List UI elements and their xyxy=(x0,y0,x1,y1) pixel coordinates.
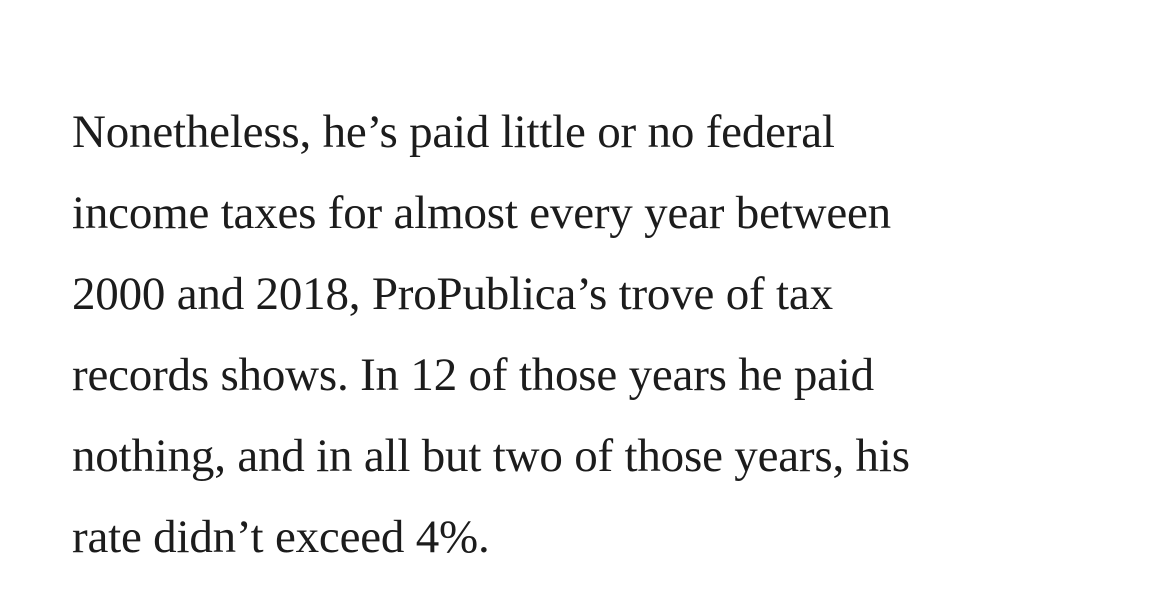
paragraph-line: 2000 and 2018, ProPublica’s trove of tax xyxy=(72,268,833,320)
paragraph-line: Nonetheless, he’s paid little or no fede… xyxy=(72,106,835,158)
paragraph-line: nothing, and in all but two of those yea… xyxy=(72,430,910,482)
paragraph-line: income taxes for almost every year betwe… xyxy=(72,187,891,239)
paragraph-line: rate didn’t exceed 4%. xyxy=(72,511,490,563)
article-paragraph: Nonetheless, he’s paid little or no fede… xyxy=(72,92,1152,578)
paragraph-line: records shows. In 12 of those years he p… xyxy=(72,349,874,401)
